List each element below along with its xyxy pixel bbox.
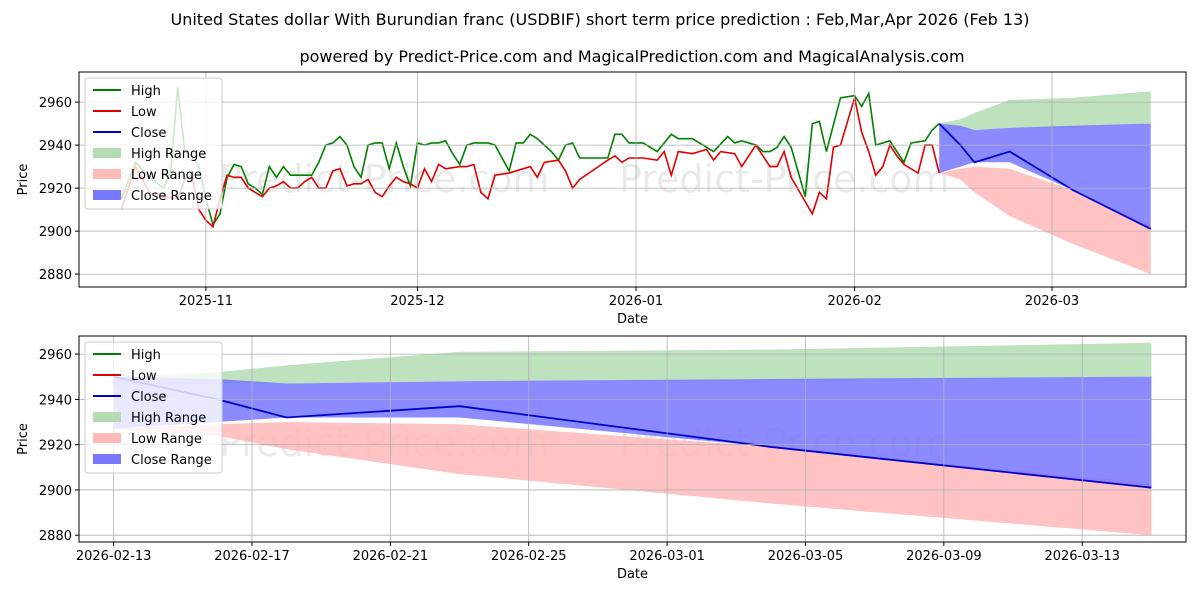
axes-frame [78,335,1187,543]
chart-subtitle: powered by Predict-Price.com and Magical… [299,47,964,66]
legend-swatch [93,433,121,443]
x-tick-label: 2026-02-25 [491,549,567,564]
y-tick-label: 2920 [39,182,72,197]
legend: High Low Close High Range Low Range Close Ran… [84,77,223,210]
close-series-line [938,122,1152,230]
x-tick-label: 2026-03-13 [1044,549,1120,564]
x-axis-label: Date [617,312,648,327]
low-series-line [120,97,940,229]
y-axis-label: Price [16,423,31,455]
x-tick-label: 2026-03-09 [906,549,982,564]
legend-swatch [93,454,121,464]
plot-area [113,342,1152,536]
x-tick-label: 2026-02-21 [353,549,429,564]
x-tick-label: 2026-02-13 [76,549,152,564]
legend-label: Low Range [131,432,202,447]
legend-swatch [93,412,121,422]
legend-swatch [93,148,121,158]
legend-label: Low [131,369,157,384]
legend-label: Close [131,390,166,405]
axes-frame [78,71,1187,288]
y-tick-label: 2880 [39,529,72,544]
chart-title: United States dollar With Burundian fran… [171,10,1030,29]
y-tick-label: 2920 [39,439,72,454]
forecast-panel: Predict-Price.comPredict-Price.com2026-0… [16,335,1187,582]
legend-label: Low Range [131,168,202,183]
y-tick-label: 2960 [39,96,72,111]
y-axis-label: Price [16,164,31,196]
x-tick-label: 2026-01 [609,294,663,309]
legend-label: High Range [131,147,206,162]
y-tick-label: 2940 [39,393,72,408]
legend-swatch [93,169,121,179]
x-axis-label: Date [617,567,648,582]
y-tick-label: 2940 [39,139,72,154]
close-range-band [113,376,1152,488]
legend-label: Close Range [131,189,212,204]
low-range-band [113,422,1152,536]
history-panel: Predict-Price.com Predict-Price.com2025-1… [16,71,1187,327]
close-range-band [939,123,1151,229]
x-tick-label: 2026-03-01 [629,549,705,564]
legend-label: Close Range [131,453,212,468]
legend-label: High [131,348,161,363]
legend-label: Close [131,126,166,141]
high-series-line [120,86,940,227]
x-tick-label: 2026-03-05 [768,549,844,564]
legend: High Low Close High Range Low Range Close Ran… [84,341,223,474]
x-tick-label: 2026-03 [1025,294,1079,309]
x-tick-label: 2025-11 [179,294,233,309]
y-tick-label: 2960 [39,348,72,363]
x-tick-label: 2026-02-17 [214,549,290,564]
x-tick-label: 2025-12 [390,294,444,309]
y-tick-label: 2900 [39,484,72,499]
high-range-band [113,342,1152,386]
legend-label: High Range [131,411,206,426]
legend-label: Low [131,105,157,120]
x-tick-label: 2026-02 [827,294,881,309]
legend-label: High [131,84,161,99]
high-range-band [939,91,1151,133]
legend-swatch [93,190,121,200]
low-range-band [939,166,1151,275]
y-tick-label: 2880 [39,268,72,283]
y-tick-label: 2900 [39,225,72,240]
